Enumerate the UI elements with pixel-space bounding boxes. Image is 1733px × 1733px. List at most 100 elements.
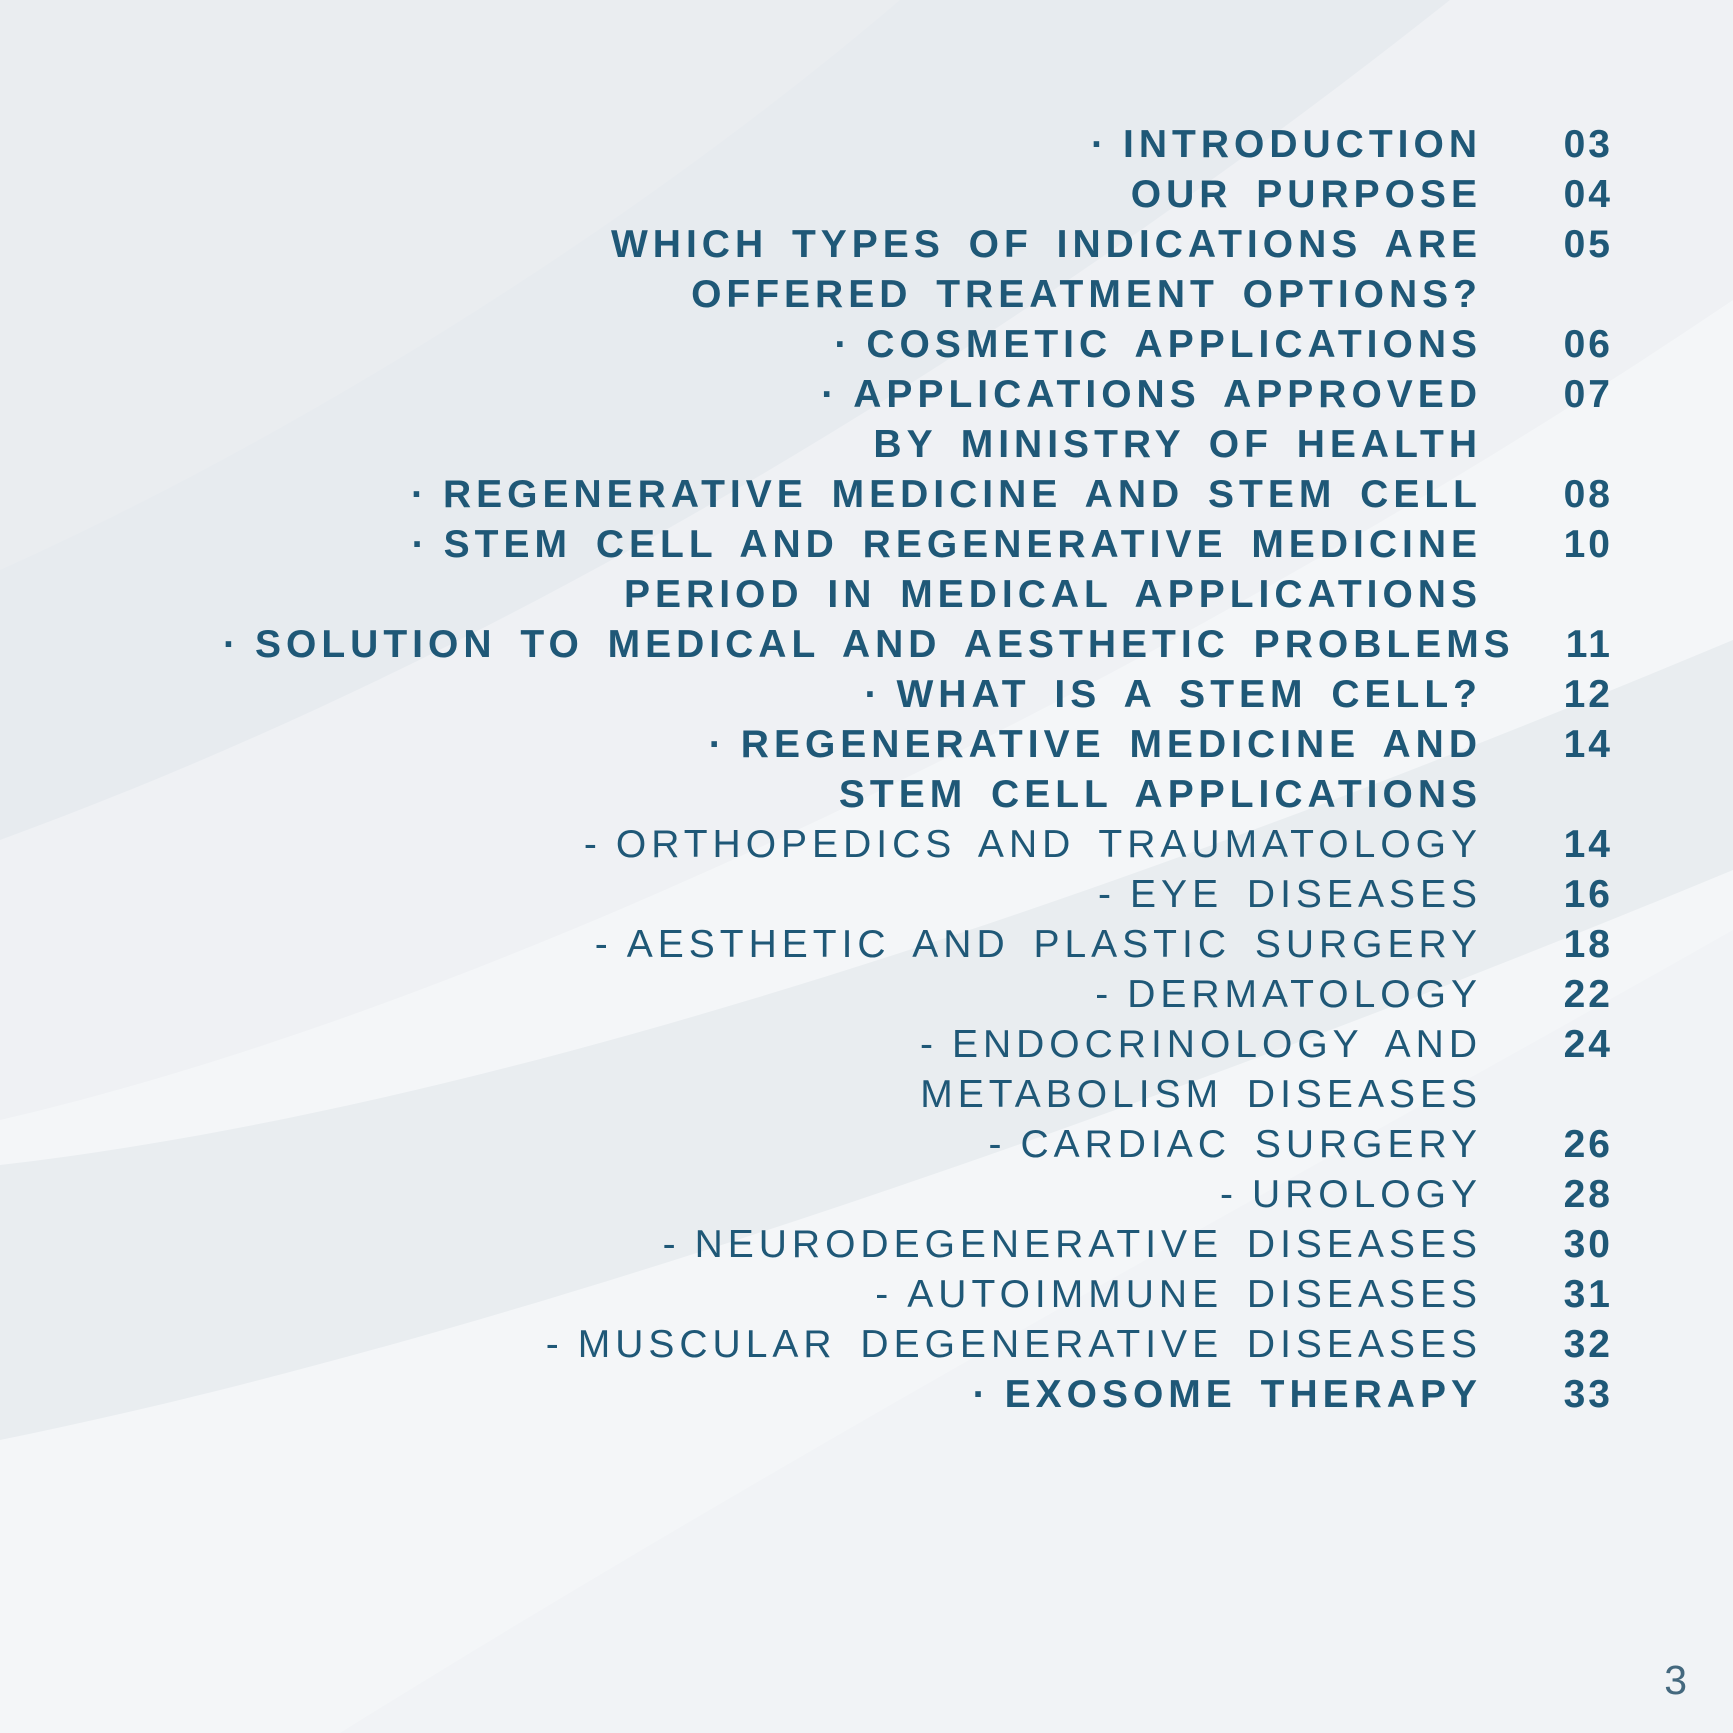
toc-entry-line: - CARDIAC SURGERY <box>988 1120 1482 1170</box>
bullet-marker: · <box>1091 123 1110 166</box>
toc-line-text: UROLOGY <box>1251 1173 1482 1216</box>
table-of-contents: · INTRODUCTION 03 OUR PURPOSE 04 WHICH TYPES … <box>223 120 1613 1420</box>
toc-entry-line: - AUTOIMMUNE DISEASES <box>875 1270 1482 1320</box>
toc-line-text: REGENERATIVE MEDICINE AND STEM CELL <box>442 473 1482 516</box>
wave-band-top-inner <box>0 0 900 570</box>
toc-entry: · WHAT IS A STEM CELL? 12 <box>223 670 1613 720</box>
toc-entry-line: OUR PURPOSE <box>1131 170 1482 220</box>
dash-marker: - <box>662 1223 681 1266</box>
toc-entry-title: · INTRODUCTION <box>223 120 1482 170</box>
toc-entry-line: · APPLICATIONS APPROVED <box>821 370 1482 420</box>
toc-line-text: ORTHOPEDICS AND TRAUMATOLOGY <box>615 823 1482 866</box>
toc-entry: · SOLUTION TO MEDICAL AND AESTHETIC PROBL… <box>223 620 1613 670</box>
toc-entry-line: METABOLISM DISEASES <box>920 1070 1482 1120</box>
toc-entry-line: - DERMATOLOGY <box>1095 970 1482 1020</box>
toc-entry-page: 08 <box>1563 473 1613 516</box>
toc-entry-page: 18 <box>1563 923 1613 966</box>
toc-line-text: CARDIAC SURGERY <box>1020 1123 1482 1166</box>
toc-line-text: STEM CELL APPLICATIONS <box>838 773 1482 816</box>
toc-entry: · STEM CELL AND REGENERATIVE MEDICINE PERI… <box>223 520 1613 620</box>
wave-band-bottom-right <box>340 930 1733 1733</box>
toc-entry-title: · SOLUTION TO MEDICAL AND AESTHETIC PROBL… <box>223 620 1515 670</box>
toc-line-text: NEURODEGENERATIVE DISEASES <box>694 1223 1482 1266</box>
toc-entry: - AESTHETIC AND PLASTIC SURGERY 18 <box>223 920 1613 970</box>
toc-entry: - NEURODEGENERATIVE DISEASES 30 <box>223 1220 1613 1270</box>
toc-entry-page: 28 <box>1563 1173 1613 1216</box>
toc-entry-line: · COSMETIC APPLICATIONS <box>834 320 1482 370</box>
bullet-marker: · <box>410 473 429 516</box>
toc-line-text: OUR PURPOSE <box>1130 173 1482 216</box>
toc-entry: · APPLICATIONS APPROVED BY MINISTRY OF HEA… <box>223 370 1613 470</box>
toc-entry-line: · WHAT IS A STEM CELL? <box>864 670 1482 720</box>
toc-entry-title: - ENDOCRINOLOGY AND METABOLISM DISEASES <box>223 1020 1482 1120</box>
toc-line-text: DERMATOLOGY <box>1127 973 1482 1016</box>
toc-entry: · EXOSOME THERAPY 33 <box>223 1370 1613 1420</box>
page-number: 3 <box>1664 1657 1687 1703</box>
toc-entry: - DERMATOLOGY 22 <box>223 970 1613 1020</box>
toc-entry-page: 06 <box>1563 323 1613 366</box>
toc-entry-title: - MUSCULAR DEGENERATIVE DISEASES <box>223 1320 1482 1370</box>
toc-entry-line: · REGENERATIVE MEDICINE AND <box>709 720 1482 770</box>
toc-entry-page: 12 <box>1563 673 1613 716</box>
toc-entry-page: 14 <box>1563 723 1613 766</box>
toc-line-text: EXOSOME THERAPY <box>1004 1373 1482 1416</box>
toc-line-text: WHAT IS A STEM CELL? <box>896 673 1482 716</box>
toc-entry-line: - UROLOGY <box>1220 1170 1482 1220</box>
toc-entry-title: · REGENERATIVE MEDICINE AND STEM CELL <box>223 470 1482 520</box>
toc-entry-line: - ENDOCRINOLOGY AND <box>920 1020 1482 1070</box>
toc-entry-title: · WHAT IS A STEM CELL? <box>223 670 1482 720</box>
toc-entry-line: PERIOD IN MEDICAL APPLICATIONS <box>624 570 1482 620</box>
toc-entry-page: 24 <box>1563 1023 1613 1066</box>
toc-entry-page: 04 <box>1563 173 1613 216</box>
bullet-marker: · <box>834 323 853 366</box>
bullet-marker: · <box>223 623 241 666</box>
toc-entry-line: WHICH TYPES OF INDICATIONS ARE <box>611 220 1482 270</box>
toc-line-text: COSMETIC APPLICATIONS <box>866 323 1482 366</box>
toc-entry-page: 11 <box>1565 623 1613 666</box>
toc-line-text: REGENERATIVE MEDICINE AND <box>740 723 1482 766</box>
dash-marker: - <box>1219 1173 1238 1216</box>
toc-entry-line: STEM CELL APPLICATIONS <box>839 770 1482 820</box>
wave-band-bottom <box>0 640 1733 1440</box>
toc-entry: - UROLOGY 28 <box>223 1170 1613 1220</box>
dash-marker: - <box>583 823 602 866</box>
toc-line-text: PERIOD IN MEDICAL APPLICATIONS <box>624 573 1482 616</box>
toc-entry-title: - AESTHETIC AND PLASTIC SURGERY <box>223 920 1482 970</box>
toc-entry: - MUSCULAR DEGENERATIVE DISEASES 32 <box>223 1320 1613 1370</box>
toc-entry-title: - DERMATOLOGY <box>223 970 1482 1020</box>
dash-marker: - <box>1095 973 1114 1016</box>
toc-line-text: BY MINISTRY OF HEALTH <box>873 423 1482 466</box>
toc-entry-page: 31 <box>1563 1273 1613 1316</box>
toc-entry: · REGENERATIVE MEDICINE AND STEM CELL APPL… <box>223 720 1613 820</box>
toc-entry-line: - ORTHOPEDICS AND TRAUMATOLOGY <box>584 820 1482 870</box>
toc-entry-page: 14 <box>1563 823 1613 866</box>
toc-entry-page: 33 <box>1563 1373 1613 1416</box>
toc-line-text: ENDOCRINOLOGY AND <box>951 1023 1482 1066</box>
toc-line-text: METABOLISM DISEASES <box>920 1073 1482 1116</box>
toc-entry-page: 05 <box>1563 223 1613 266</box>
toc-entry: - CARDIAC SURGERY 26 <box>223 1120 1613 1170</box>
toc-line-text: STEM CELL AND REGENERATIVE MEDICINE <box>443 523 1482 566</box>
toc-line-text: APPLICATIONS APPROVED <box>853 373 1482 416</box>
toc-entry-title: - AUTOIMMUNE DISEASES <box>223 1270 1482 1320</box>
toc-entry: OUR PURPOSE 04 <box>223 170 1613 220</box>
toc-entry-title: - UROLOGY <box>223 1170 1482 1220</box>
toc-line-text: AUTOIMMUNE DISEASES <box>907 1273 1482 1316</box>
toc-entry-line: · REGENERATIVE MEDICINE AND STEM CELL <box>411 470 1482 520</box>
toc-entry-page: 03 <box>1563 123 1613 166</box>
toc-entry-page: 26 <box>1563 1123 1613 1166</box>
toc-entry-title: WHICH TYPES OF INDICATIONS ARE OFFERED TR… <box>223 220 1482 320</box>
toc-entry-title: · EXOSOME THERAPY <box>223 1370 1482 1420</box>
toc-entry-title: - CARDIAC SURGERY <box>223 1120 1482 1170</box>
toc-entry-line: - NEURODEGENERATIVE DISEASES <box>663 1220 1482 1270</box>
toc-entry-line: - AESTHETIC AND PLASTIC SURGERY <box>595 920 1482 970</box>
bullet-marker: · <box>821 373 840 416</box>
bullet-marker: · <box>864 673 883 716</box>
toc-entry-title: · APPLICATIONS APPROVED BY MINISTRY OF HEA… <box>223 370 1482 470</box>
toc-line-text: MUSCULAR DEGENERATIVE DISEASES <box>577 1323 1482 1366</box>
toc-entry: · INTRODUCTION 03 <box>223 120 1613 170</box>
dash-marker: - <box>919 1023 938 1066</box>
toc-entry-line: · SOLUTION TO MEDICAL AND AESTHETIC PROBL… <box>223 620 1515 670</box>
toc-entry-page: 16 <box>1563 873 1613 916</box>
